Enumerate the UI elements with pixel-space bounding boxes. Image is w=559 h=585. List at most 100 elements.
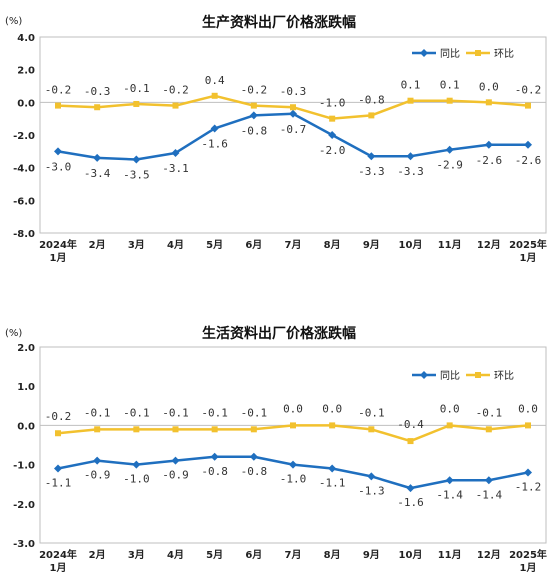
data-label: -1.6 bbox=[201, 137, 228, 150]
data-point bbox=[54, 147, 62, 156]
data-label: -0.3 bbox=[84, 85, 111, 98]
legend-label: 环比 bbox=[494, 370, 514, 382]
data-point bbox=[132, 155, 141, 164]
legend-label: 同比 bbox=[440, 48, 460, 60]
plot-frame bbox=[39, 346, 547, 544]
plot-frame bbox=[39, 36, 547, 234]
data-label: 0.1 bbox=[401, 79, 421, 92]
data-label: -0.1 bbox=[123, 406, 150, 419]
data-label: -0.1 bbox=[123, 82, 150, 95]
x-tick-line: 2024年 bbox=[39, 238, 77, 251]
data-label: -0.8 bbox=[241, 465, 268, 478]
x-tick-line: 1月 bbox=[520, 562, 537, 574]
data-label: 0.0 bbox=[479, 80, 499, 93]
x-tick-line: 6月 bbox=[245, 239, 262, 251]
y-tick-label: -1.0 bbox=[13, 461, 35, 472]
data-label: -0.1 bbox=[162, 406, 189, 419]
data-point bbox=[55, 102, 61, 109]
data-point bbox=[406, 152, 415, 161]
data-label: 0.0 bbox=[283, 402, 303, 415]
x-tick-line: 4月 bbox=[167, 239, 184, 251]
data-point bbox=[55, 430, 61, 437]
data-point bbox=[210, 452, 219, 461]
data-label: -0.1 bbox=[358, 406, 385, 419]
data-label: -0.2 bbox=[45, 84, 72, 97]
x-tick-line: 7月 bbox=[285, 549, 302, 561]
x-tick-label: 5月 bbox=[206, 239, 223, 251]
data-point bbox=[211, 92, 218, 99]
x-tick-label: 7月 bbox=[285, 239, 302, 251]
x-tick-label: 4月 bbox=[167, 549, 184, 561]
y-tick-label: -6.0 bbox=[13, 196, 35, 207]
x-tick-label: 7月 bbox=[285, 549, 302, 561]
data-label: -1.1 bbox=[45, 477, 72, 490]
data-label: -0.9 bbox=[84, 469, 111, 482]
data-label: 0.1 bbox=[440, 79, 460, 92]
data-point bbox=[407, 438, 414, 445]
x-tick-label: 9月 bbox=[363, 239, 380, 251]
x-tick-label: 8月 bbox=[324, 549, 341, 561]
y-tick-label: -2.0 bbox=[13, 500, 35, 511]
data-label: -1.0 bbox=[319, 97, 346, 110]
y-tick-label: 2.0 bbox=[17, 343, 35, 354]
data-label: -0.2 bbox=[45, 410, 72, 423]
legend-label: 同比 bbox=[440, 370, 460, 382]
data-point bbox=[407, 97, 414, 104]
data-point bbox=[289, 460, 297, 469]
unit-label: (%) bbox=[5, 328, 22, 339]
data-label: -1.6 bbox=[397, 496, 424, 509]
data-point bbox=[329, 422, 336, 429]
data-label: -0.3 bbox=[280, 85, 307, 98]
data-label: -0.1 bbox=[241, 406, 268, 419]
chart-title: 生活资料出厂价格涨跌幅 bbox=[202, 325, 356, 342]
x-tick-label: 10月 bbox=[399, 549, 423, 561]
data-label: -1.0 bbox=[123, 473, 150, 486]
y-tick-label: 1.0 bbox=[17, 382, 35, 393]
x-tick-label: 2024年 1月 bbox=[39, 238, 77, 264]
data-point bbox=[367, 152, 376, 161]
x-tick-label: 8月 bbox=[324, 239, 341, 251]
data-point bbox=[133, 426, 140, 433]
data-point bbox=[445, 476, 454, 485]
x-tick-line: 3月 bbox=[128, 549, 145, 561]
data-label: -3.4 bbox=[84, 167, 111, 180]
data-label: -1.4 bbox=[436, 488, 463, 501]
data-label: -0.1 bbox=[476, 406, 503, 419]
x-tick-line: 10月 bbox=[399, 549, 423, 561]
data-point bbox=[524, 140, 532, 149]
data-label: -1.0 bbox=[280, 473, 307, 486]
x-tick-label: 2025年 1月 bbox=[509, 548, 547, 574]
data-point bbox=[329, 115, 336, 122]
data-label: -2.0 bbox=[319, 144, 346, 157]
x-tick-label: 3月 bbox=[128, 239, 145, 251]
data-label: -0.8 bbox=[241, 124, 268, 137]
x-tick-line: 2025年 bbox=[509, 238, 547, 251]
data-point bbox=[525, 422, 531, 429]
data-label: -0.4 bbox=[397, 418, 424, 431]
y-tick-label: -3.0 bbox=[13, 539, 35, 550]
data-point bbox=[133, 100, 140, 107]
x-tick-line: 5月 bbox=[206, 239, 223, 251]
legend-marker bbox=[475, 50, 481, 56]
x-tick-line: 9月 bbox=[363, 549, 380, 561]
x-tick-line: 12月 bbox=[477, 239, 501, 251]
data-point bbox=[171, 148, 180, 157]
legend-label: 环比 bbox=[494, 48, 514, 60]
data-point bbox=[250, 102, 257, 109]
y-tick-label: 2.0 bbox=[17, 66, 35, 77]
data-point bbox=[328, 464, 337, 473]
y-tick-label: -8.0 bbox=[13, 229, 35, 240]
data-point bbox=[93, 456, 102, 465]
data-point bbox=[249, 111, 258, 120]
data-point bbox=[328, 131, 337, 139]
x-tick-line: 7月 bbox=[285, 239, 302, 251]
y-tick-label: 4.0 bbox=[17, 33, 35, 44]
x-tick-line: 8月 bbox=[324, 239, 341, 251]
data-point bbox=[210, 124, 219, 133]
legend-marker bbox=[475, 372, 481, 378]
series-line-yoy bbox=[57, 112, 528, 161]
x-tick-label: 9月 bbox=[363, 549, 380, 561]
data-label: -3.1 bbox=[162, 162, 189, 175]
data-point bbox=[289, 109, 297, 118]
